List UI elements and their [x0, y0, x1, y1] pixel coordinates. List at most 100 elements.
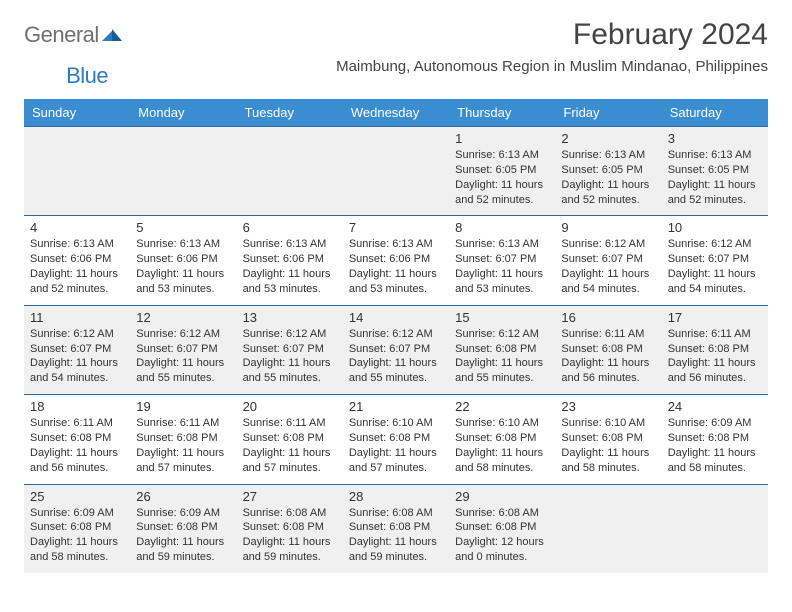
sunset-text: Sunset: 6:08 PM	[30, 520, 124, 535]
day-details: Sunrise: 6:11 AMSunset: 6:08 PMDaylight:…	[561, 327, 655, 386]
dh-fri: Friday	[555, 99, 661, 127]
dh-tue: Tuesday	[237, 99, 343, 127]
day-number: 18	[30, 399, 124, 414]
day-details: Sunrise: 6:13 AMSunset: 6:07 PMDaylight:…	[455, 237, 549, 296]
day-number: 23	[561, 399, 655, 414]
day-details: Sunrise: 6:13 AMSunset: 6:05 PMDaylight:…	[455, 148, 549, 207]
day-details: Sunrise: 6:10 AMSunset: 6:08 PMDaylight:…	[561, 416, 655, 475]
day-cell	[662, 484, 768, 573]
sunrise-text: Sunrise: 6:13 AM	[136, 237, 230, 252]
sunrise-text: Sunrise: 6:08 AM	[455, 506, 549, 521]
daylight-text: Daylight: 11 hours and 58 minutes.	[455, 446, 549, 476]
calendar-page: General February 2024 Maimbung, Autonomo…	[0, 0, 792, 591]
sunrise-text: Sunrise: 6:09 AM	[30, 506, 124, 521]
daylight-text: Daylight: 11 hours and 54 minutes.	[561, 267, 655, 297]
day-cell: 6 Sunrise: 6:13 AMSunset: 6:06 PMDaylight…	[237, 216, 343, 305]
sunset-text: Sunset: 6:06 PM	[349, 252, 443, 267]
day-number: 2	[561, 131, 655, 146]
sunrise-text: Sunrise: 6:11 AM	[30, 416, 124, 431]
sunset-text: Sunset: 6:08 PM	[349, 520, 443, 535]
page-subtitle: Maimbung, Autonomous Region in Muslim Mi…	[336, 58, 768, 75]
day-number: 13	[243, 310, 337, 325]
day-details: Sunrise: 6:13 AMSunset: 6:06 PMDaylight:…	[243, 237, 337, 296]
day-cell: 16Sunrise: 6:11 AMSunset: 6:08 PMDayligh…	[555, 305, 661, 394]
daylight-text: Daylight: 12 hours and 0 minutes.	[455, 535, 549, 565]
sunrise-text: Sunrise: 6:13 AM	[243, 237, 337, 252]
day-cell: 17Sunrise: 6:11 AMSunset: 6:08 PMDayligh…	[662, 305, 768, 394]
day-number: 26	[136, 489, 230, 504]
day-number: 21	[349, 399, 443, 414]
day-number: 28	[349, 489, 443, 504]
day-number: 7	[349, 220, 443, 235]
day-details: Sunrise: 6:09 AMSunset: 6:08 PMDaylight:…	[30, 506, 124, 565]
day-number: 12	[136, 310, 230, 325]
sunrise-text: Sunrise: 6:13 AM	[668, 148, 762, 163]
day-details: Sunrise: 6:13 AMSunset: 6:05 PMDaylight:…	[668, 148, 762, 207]
day-number: 17	[668, 310, 762, 325]
sunset-text: Sunset: 6:08 PM	[243, 431, 337, 446]
sunset-text: Sunset: 6:08 PM	[561, 342, 655, 357]
sunset-text: Sunset: 6:05 PM	[455, 163, 549, 178]
daylight-text: Daylight: 11 hours and 59 minutes.	[349, 535, 443, 565]
day-details: Sunrise: 6:10 AMSunset: 6:08 PMDaylight:…	[455, 416, 549, 475]
day-cell	[237, 127, 343, 216]
day-details: Sunrise: 6:12 AMSunset: 6:07 PMDaylight:…	[349, 327, 443, 386]
day-details: Sunrise: 6:12 AMSunset: 6:07 PMDaylight:…	[561, 237, 655, 296]
day-cell: 13 Sunrise: 6:12 AMSunset: 6:07 PMDayligh…	[237, 305, 343, 394]
page-title: February 2024	[336, 18, 768, 52]
sunset-text: Sunset: 6:08 PM	[561, 431, 655, 446]
daylight-text: Daylight: 11 hours and 55 minutes.	[349, 356, 443, 386]
day-cell: 10Sunrise: 6:12 AMSunset: 6:07 PMDayligh…	[662, 216, 768, 305]
sunrise-text: Sunrise: 6:13 AM	[349, 237, 443, 252]
day-number: 11	[30, 310, 124, 325]
day-number: 6	[243, 220, 337, 235]
day-cell: 5Sunrise: 6:13 AMSunset: 6:06 PMDaylight…	[130, 216, 236, 305]
day-number: 8	[455, 220, 549, 235]
sunrise-text: Sunrise: 6:08 AM	[243, 506, 337, 521]
dh-wed: Wednesday	[343, 99, 449, 127]
day-number: 1	[455, 131, 549, 146]
sunrise-text: Sunrise: 6:11 AM	[243, 416, 337, 431]
daylight-text: Daylight: 11 hours and 55 minutes.	[455, 356, 549, 386]
daylight-text: Daylight: 11 hours and 58 minutes.	[561, 446, 655, 476]
brand-part2: Blue	[66, 63, 108, 89]
sunrise-text: Sunrise: 6:11 AM	[561, 327, 655, 342]
sunrise-text: Sunrise: 6:13 AM	[455, 148, 549, 163]
day-details: Sunrise: 6:12 AMSunset: 6:07 PMDaylight:…	[243, 327, 337, 386]
day-details: Sunrise: 6:09 AMSunset: 6:08 PMDaylight:…	[136, 506, 230, 565]
sunset-text: Sunset: 6:07 PM	[561, 252, 655, 267]
sunrise-text: Sunrise: 6:12 AM	[561, 237, 655, 252]
week-row: 18Sunrise: 6:11 AMSunset: 6:08 PMDayligh…	[24, 395, 768, 484]
sunrise-text: Sunrise: 6:13 AM	[455, 237, 549, 252]
sunrise-text: Sunrise: 6:12 AM	[349, 327, 443, 342]
sunset-text: Sunset: 6:08 PM	[455, 520, 549, 535]
day-cell: 8 Sunrise: 6:13 AMSunset: 6:07 PMDaylight…	[449, 216, 555, 305]
day-number: 22	[455, 399, 549, 414]
day-cell: 23 Sunrise: 6:10 AMSunset: 6:08 PMDayligh…	[555, 395, 661, 484]
sunset-text: Sunset: 6:06 PM	[136, 252, 230, 267]
sunset-text: Sunset: 6:06 PM	[30, 252, 124, 267]
day-details: Sunrise: 6:13 AMSunset: 6:06 PMDaylight:…	[136, 237, 230, 296]
day-number: 27	[243, 489, 337, 504]
day-cell: 9Sunrise: 6:12 AMSunset: 6:07 PMDaylight…	[555, 216, 661, 305]
day-number: 15	[455, 310, 549, 325]
day-number: 19	[136, 399, 230, 414]
sunrise-text: Sunrise: 6:10 AM	[349, 416, 443, 431]
week-row: 1 Sunrise: 6:13 AMSunset: 6:05 PMDaylight…	[24, 127, 768, 216]
daylight-text: Daylight: 11 hours and 58 minutes.	[30, 535, 124, 565]
day-details: Sunrise: 6:13 AMSunset: 6:06 PMDaylight:…	[30, 237, 124, 296]
sunset-text: Sunset: 6:08 PM	[136, 520, 230, 535]
daylight-text: Daylight: 11 hours and 59 minutes.	[136, 535, 230, 565]
day-number: 10	[668, 220, 762, 235]
dh-sat: Saturday	[662, 99, 768, 127]
sunset-text: Sunset: 6:05 PM	[668, 163, 762, 178]
day-number: 29	[455, 489, 549, 504]
sunrise-text: Sunrise: 6:09 AM	[136, 506, 230, 521]
brand-part1: General	[24, 22, 99, 48]
day-cell: 25Sunrise: 6:09 AMSunset: 6:08 PMDayligh…	[24, 484, 130, 573]
sunrise-text: Sunrise: 6:08 AM	[349, 506, 443, 521]
sunset-text: Sunset: 6:07 PM	[349, 342, 443, 357]
day-cell: 2Sunrise: 6:13 AMSunset: 6:05 PMDaylight…	[555, 127, 661, 216]
day-cell: 1 Sunrise: 6:13 AMSunset: 6:05 PMDaylight…	[449, 127, 555, 216]
daylight-text: Daylight: 11 hours and 54 minutes.	[30, 356, 124, 386]
